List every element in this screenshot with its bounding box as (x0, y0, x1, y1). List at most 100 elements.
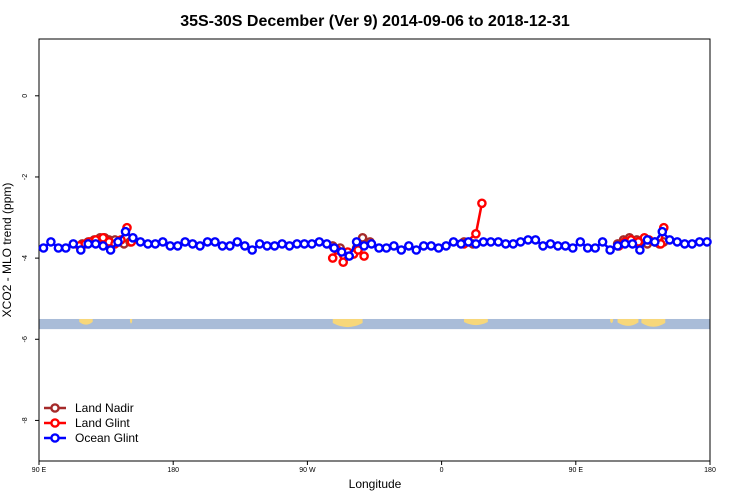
ocean-glint-point (247, 245, 257, 255)
ocean-glint-point (314, 237, 325, 247)
ocean-glint-point (68, 239, 79, 249)
chart-title: 35S-30S December (Ver 9) 2014-09-06 to 2… (180, 13, 570, 30)
ocean-glint-point (351, 237, 362, 247)
legend-item-land-glint: Land Glint (44, 416, 130, 430)
ocean-glint-point (597, 237, 608, 247)
ocean-glint-point (329, 243, 340, 253)
ocean-glint-point (150, 239, 161, 249)
map-strip-land-1 (79, 318, 93, 325)
ocean-glint-point (172, 241, 183, 251)
ocean-glint-point (239, 241, 250, 251)
x-axis-label: Longitude (349, 477, 402, 491)
ocean-glint-point (76, 245, 86, 255)
ocean-glint-point (284, 241, 295, 251)
ocean-glint-point (418, 241, 429, 251)
x-axis: 90 E 180 90 W 0 90 E 180 (32, 461, 716, 474)
ocean-glint-point (61, 243, 71, 253)
ocean-glint-point (448, 237, 459, 247)
series-ocean-glint (38, 226, 712, 261)
ocean-glint-point (46, 237, 56, 247)
land-glint-point (477, 198, 487, 209)
ocean-glint-point (90, 239, 101, 249)
map-strip-land-2 (129, 318, 133, 324)
ocean-glint-point (515, 237, 526, 247)
ocean-glint-point (627, 239, 638, 249)
plot-frame (38, 38, 711, 462)
legend-item-ocean-glint: Ocean Glint (44, 431, 139, 445)
y-tick-label: -8 (22, 417, 29, 423)
ocean-glint-point (202, 237, 213, 247)
ocean-glint-point (605, 245, 615, 255)
ocean-glint-point (493, 237, 504, 247)
land-glint-point (359, 251, 369, 261)
ocean-glint-point (538, 241, 548, 251)
ocean-glint-point (694, 237, 705, 247)
x-tick-label: 90 E (32, 467, 47, 474)
ocean-glint-point (232, 237, 243, 247)
ocean-glint-point (336, 247, 347, 257)
land-glint-point (327, 253, 338, 263)
ocean-glint-point (478, 237, 489, 247)
ocean-glint-point (433, 243, 444, 253)
ocean-glint-point (582, 243, 593, 253)
ocean-glint-point (456, 239, 466, 249)
x-tick-label: 90 W (299, 467, 316, 474)
map-strip-land-5 (610, 318, 614, 324)
ocean-glint-point (560, 241, 571, 251)
land-glint-point (471, 228, 481, 239)
ocean-glint-point (113, 237, 123, 247)
ocean-glint-point (396, 245, 407, 255)
ocean-glint-point (620, 239, 630, 249)
ocean-glint-point (568, 243, 578, 253)
ocean-glint-point (98, 241, 108, 251)
ocean-glint-point (165, 241, 175, 251)
legend-swatch-marker (50, 433, 60, 443)
series-land-glint (74, 198, 669, 268)
ocean-glint-point (344, 251, 355, 261)
ocean-glint-point (180, 237, 190, 247)
ocean-glint-point (508, 239, 519, 249)
ocean-glint-point (635, 245, 645, 255)
ocean-glint-point (299, 239, 310, 249)
ocean-glint-point (195, 241, 205, 251)
ocean-glint-point (366, 239, 377, 249)
map-strip-land-4 (463, 318, 488, 326)
ocean-glint-point (217, 241, 228, 251)
legend-swatch-marker (50, 418, 60, 428)
ocean-glint-point (590, 243, 601, 253)
y-tick-label: 0 (22, 94, 29, 98)
ocean-glint-point (553, 241, 563, 251)
ocean-glint-point (225, 241, 235, 251)
legend-label: Ocean Glint (75, 431, 139, 445)
ocean-glint-point (471, 239, 481, 249)
ocean-glint-point (307, 239, 317, 249)
ocean-glint-point (83, 239, 93, 249)
x-tick-label: 180 (704, 467, 716, 474)
ocean-glint-point (53, 243, 64, 253)
ocean-glint-point (441, 241, 451, 251)
ocean-glint-point (650, 237, 660, 247)
ocean-glint-point (545, 239, 556, 249)
ocean-glint-point (143, 239, 153, 249)
ocean-glint-point (105, 245, 116, 255)
ocean-glint-point (664, 235, 675, 245)
ocean-glint-point (411, 245, 422, 255)
y-tick-label: -4 (22, 255, 29, 261)
land-glint-point (338, 257, 349, 268)
map-strip-land-7 (641, 318, 666, 327)
ocean-glint-point (359, 241, 369, 251)
map-strip (39, 318, 710, 330)
y-axis-label: XCO2 - MLO trend (ppm) (0, 183, 14, 318)
x-tick-label: 0 (440, 467, 444, 474)
y-axis: 0 -2 -4 -6 -8 (22, 94, 39, 424)
ocean-glint-point (210, 237, 220, 247)
ocean-glint-point (120, 226, 131, 237)
map-strip-land-3 (332, 318, 363, 328)
ocean-glint-point (269, 241, 280, 251)
ocean-glint-point (381, 243, 392, 253)
ocean-glint-point (389, 241, 399, 251)
ocean-glint-point (135, 237, 146, 247)
ocean-glint-point (277, 239, 287, 249)
ocean-glint-point (657, 226, 668, 237)
